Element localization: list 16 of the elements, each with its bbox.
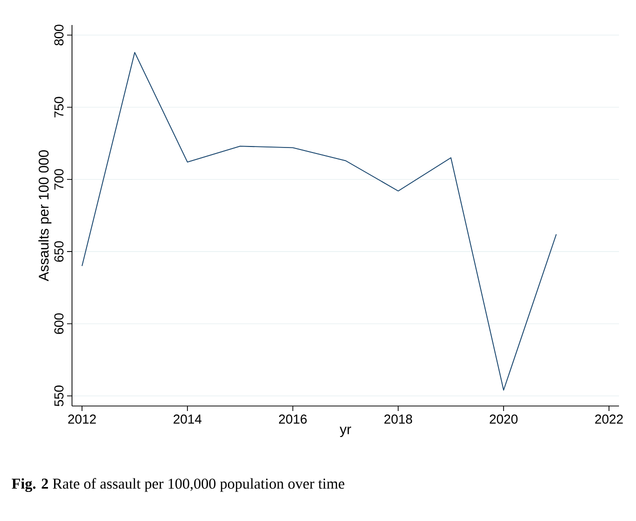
y-tick-label: 700 xyxy=(54,169,64,190)
x-tick-label: 2014 xyxy=(174,414,202,424)
y-tick-label: 650 xyxy=(54,241,64,262)
line-series xyxy=(82,52,557,391)
y-tick-label: 550 xyxy=(54,386,64,406)
x-tick-label: 2018 xyxy=(384,414,412,424)
text: Fig. 2 Rate of assault per 100,000 population over time xyxy=(12,478,344,492)
x-tick-label: 2020 xyxy=(490,414,518,424)
y-tick-label: 600 xyxy=(54,313,64,334)
y-axis-title: Assaults per 100 000 xyxy=(38,150,52,282)
x-tick-label: 2012 xyxy=(68,414,96,424)
y-tick-label: 800 xyxy=(54,24,64,46)
x-tick-label: 2022 xyxy=(595,414,623,424)
x-axis-title: yr xyxy=(340,426,352,438)
y-tick-label: 750 xyxy=(54,96,64,118)
x-tick-label: 2016 xyxy=(279,414,307,424)
